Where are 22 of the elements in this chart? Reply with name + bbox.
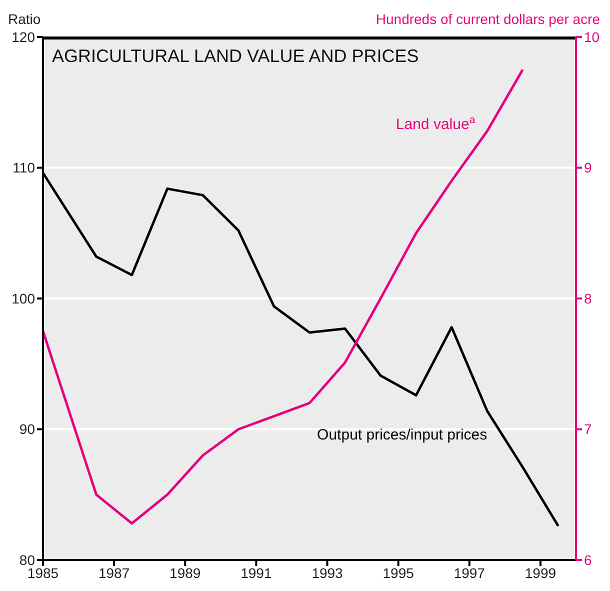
x-tick-label: 1993 <box>312 564 344 581</box>
y-tick-label: 110 <box>12 160 36 176</box>
y2-tick-label: 9 <box>584 160 592 176</box>
text: AGRICULTURAL LAND VALUE AND PRICES <box>52 46 419 66</box>
x-tick-label: 1999 <box>524 564 556 581</box>
x-tick-label: 1989 <box>170 564 201 581</box>
y2-axis-title: Hundreds of current dollars per acre <box>376 11 600 27</box>
y-axis-title: Ratio <box>8 11 41 27</box>
series-label: Output prices/input prices <box>317 426 488 444</box>
x-tick-label: 1991 <box>240 564 272 581</box>
y-tick-label: 100 <box>12 290 36 306</box>
line-series <box>43 68 524 525</box>
y-tick-label: 120 <box>12 28 36 45</box>
y-tick-label: 90 <box>19 421 36 438</box>
x-tick-label: 1987 <box>98 564 130 581</box>
y2-tick-label: 10 <box>584 28 600 45</box>
x-tick-label: 1997 <box>454 564 486 581</box>
y2-tick-label: 6 <box>584 552 592 568</box>
y2-tick-label: 8 <box>584 290 592 306</box>
y2-tick-label: 7 <box>584 421 592 438</box>
series-label: Land value$^{a}$ <box>396 114 476 134</box>
x-tick-label: 1995 <box>382 564 414 581</box>
